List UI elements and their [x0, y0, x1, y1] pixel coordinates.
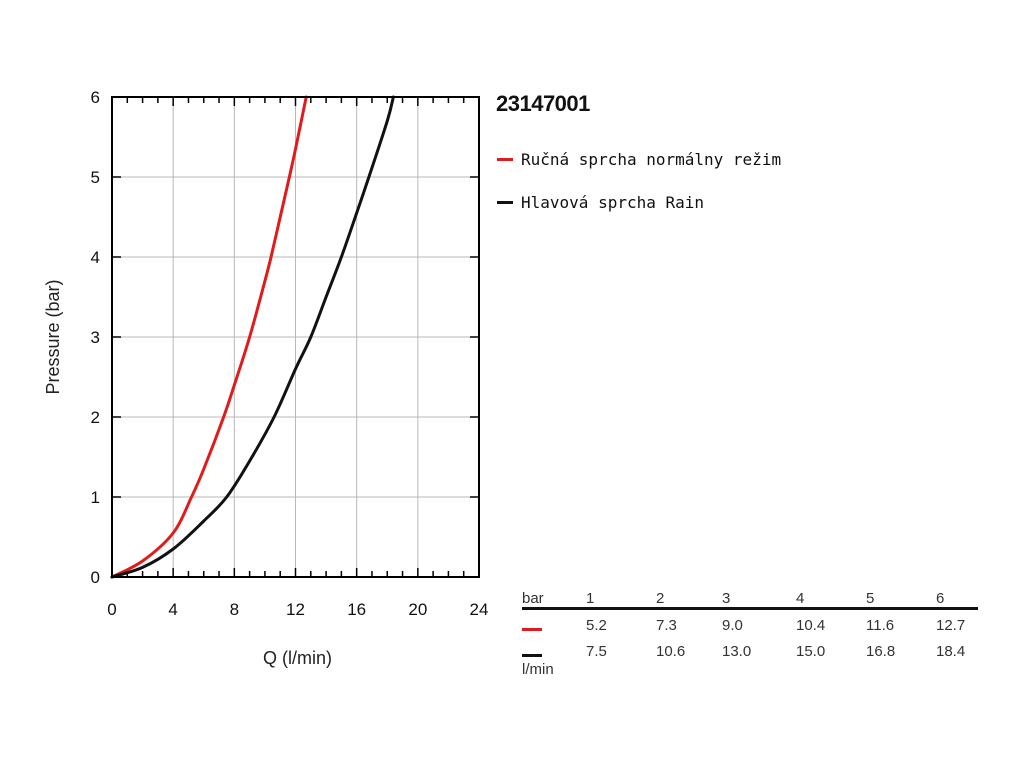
table-header-cell: 6 — [936, 590, 945, 607]
table-cell: 5.2 — [586, 617, 607, 634]
table-header-cell: 2 — [656, 590, 665, 607]
series-line-0 — [110, 95, 308, 579]
x-tick-label: 4 — [168, 600, 177, 619]
x-tick-label: 8 — [230, 600, 239, 619]
x-tick-label: 0 — [107, 600, 116, 619]
y-axis-title: Pressure (bar) — [43, 279, 63, 394]
legend-label: Hlavová sprcha Rain — [521, 192, 705, 212]
y-tick-label: 0 — [91, 568, 100, 587]
table-cell: 15.0 — [796, 643, 826, 660]
table-row: 7.5 10.6 13.0 15.0 16.8 18.4 — [522, 643, 978, 669]
x-tick-label: 12 — [286, 600, 305, 619]
table-cell: 11.6 — [866, 617, 895, 634]
table-cell: 7.3 — [656, 617, 677, 634]
chart-title: 23147001 — [496, 91, 590, 116]
table-cell: 13.0 — [722, 643, 752, 660]
table-cell: 16.8 — [866, 643, 896, 660]
table-header-row: bar 1 2 3 4 5 6 — [522, 590, 978, 616]
series-line-1 — [110, 95, 395, 579]
grid — [112, 97, 479, 577]
y-tick-label: 1 — [91, 488, 100, 507]
legend-label: Ručná sprcha normálny režim — [521, 149, 782, 169]
table-cell: 10.6 — [656, 643, 686, 660]
table-divider — [522, 607, 978, 610]
x-axis-title: Q (l/min) — [263, 648, 332, 668]
table-row-swatch-black — [522, 654, 542, 657]
table-header-cell: 1 — [586, 590, 595, 607]
series-lines — [110, 95, 395, 579]
x-tick-label: 16 — [347, 600, 366, 619]
y-tick-label: 4 — [91, 248, 100, 267]
legend: Ručná sprcha normálny režim Hlavová sprc… — [497, 148, 781, 234]
y-tick-label: 2 — [91, 408, 100, 427]
legend-swatch-black — [497, 200, 513, 204]
flow-table: bar 1 2 3 4 5 6 5.2 7.3 9.0 10.4 11.6 12… — [522, 590, 978, 681]
table-unit-row: l/min — [522, 661, 978, 681]
table-unit-label: l/min — [522, 661, 554, 678]
table-cell: 18.4 — [936, 643, 966, 660]
x-tick-label: 24 — [470, 600, 489, 619]
legend-swatch-red — [497, 157, 513, 161]
legend-item-hand-shower: Ručná sprcha normálny režim — [497, 148, 781, 170]
table-cell: 12.7 — [936, 617, 966, 634]
y-tick-label: 3 — [91, 328, 100, 347]
plot-frame — [111, 96, 480, 578]
table-header-cell: 4 — [796, 590, 805, 607]
table-header-cell: 5 — [866, 590, 875, 607]
table-cell: 9.0 — [722, 617, 743, 634]
y-tick-label: 5 — [91, 168, 100, 187]
table-header-cell: 3 — [722, 590, 731, 607]
table-cell: 7.5 — [586, 643, 607, 660]
legend-item-head-shower: Hlavová sprcha Rain — [497, 191, 781, 213]
x-tick-label: 20 — [408, 600, 427, 619]
table-row: 5.2 7.3 9.0 10.4 11.6 12.7 — [522, 617, 978, 643]
y-tick-label: 6 — [91, 88, 100, 107]
table-row-swatch-red — [522, 628, 542, 631]
table-header-label: bar — [522, 590, 544, 607]
table-cell: 10.4 — [796, 617, 826, 634]
